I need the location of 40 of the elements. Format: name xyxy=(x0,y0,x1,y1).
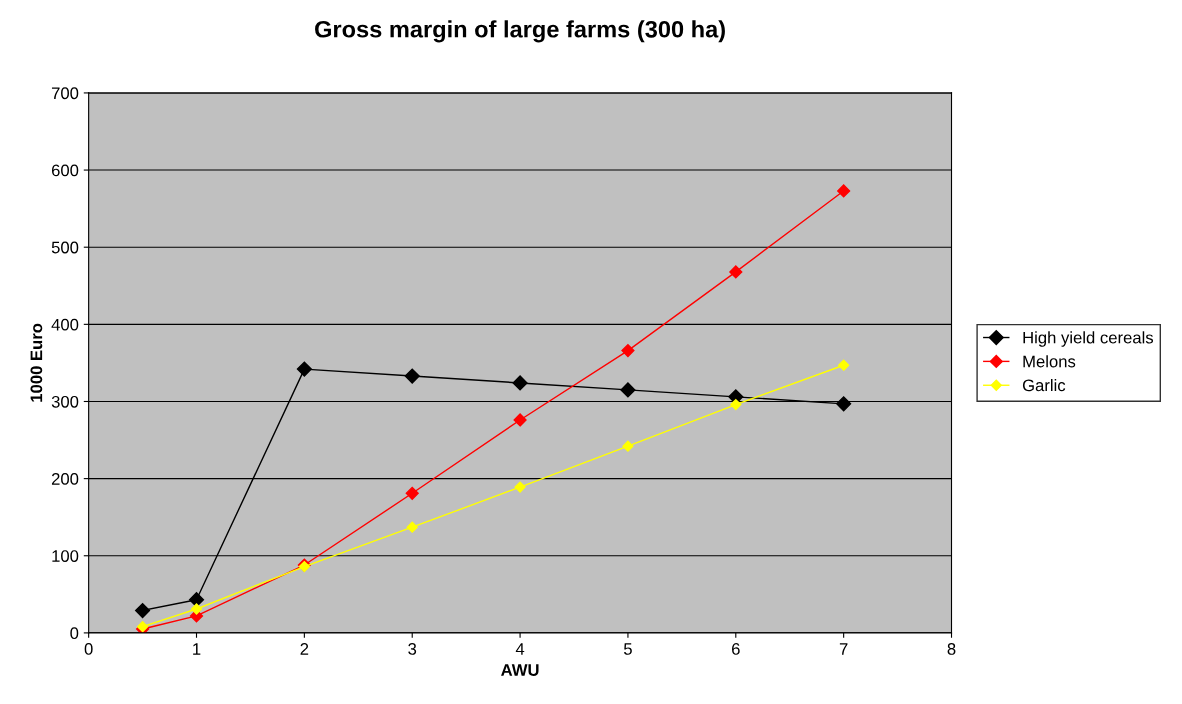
y-tick-label: 600 xyxy=(51,164,79,177)
y-tick-label: 300 xyxy=(51,395,79,408)
point xyxy=(512,375,528,391)
x-tick-label: 3 xyxy=(408,643,417,655)
x-tick-label: 0 xyxy=(84,643,93,655)
y-axis-title: 1000 Euro xyxy=(30,323,43,402)
point xyxy=(406,521,418,533)
x-tick-label: 7 xyxy=(839,643,848,655)
x-tick-label: 6 xyxy=(732,643,740,655)
point xyxy=(837,184,851,198)
point xyxy=(404,368,420,384)
y-tick-label: 100 xyxy=(52,550,79,562)
y-tick-label: 400 xyxy=(51,318,79,331)
x-tick-label: 1 xyxy=(193,643,201,655)
point xyxy=(621,343,635,358)
point xyxy=(405,486,419,500)
point xyxy=(729,265,743,279)
point xyxy=(513,413,527,427)
y-tick-label: 500 xyxy=(51,241,79,254)
x-tick-label: 2 xyxy=(300,643,309,655)
legend-label: Garlic xyxy=(1022,379,1066,392)
legend-label: Melons xyxy=(1023,355,1076,368)
point xyxy=(838,359,850,371)
point xyxy=(622,440,634,452)
point xyxy=(135,602,151,619)
x-axis-title: AWU xyxy=(501,664,539,676)
point xyxy=(836,396,852,412)
point xyxy=(514,481,526,493)
chart-title: Gross margin of large farms (300 ha) xyxy=(315,20,725,43)
y-tick-label: 200 xyxy=(51,473,79,485)
x-tick-label: 8 xyxy=(947,643,956,655)
point xyxy=(296,361,312,377)
point xyxy=(190,603,203,615)
point xyxy=(730,398,742,411)
x-tick-label: 5 xyxy=(623,643,632,655)
x-tick-label: 4 xyxy=(515,643,525,655)
y-tick-label: 0 xyxy=(70,627,79,640)
legend-label: High yield cereals xyxy=(1023,331,1154,347)
point xyxy=(620,382,636,398)
y-tick-label: 700 xyxy=(51,87,79,100)
